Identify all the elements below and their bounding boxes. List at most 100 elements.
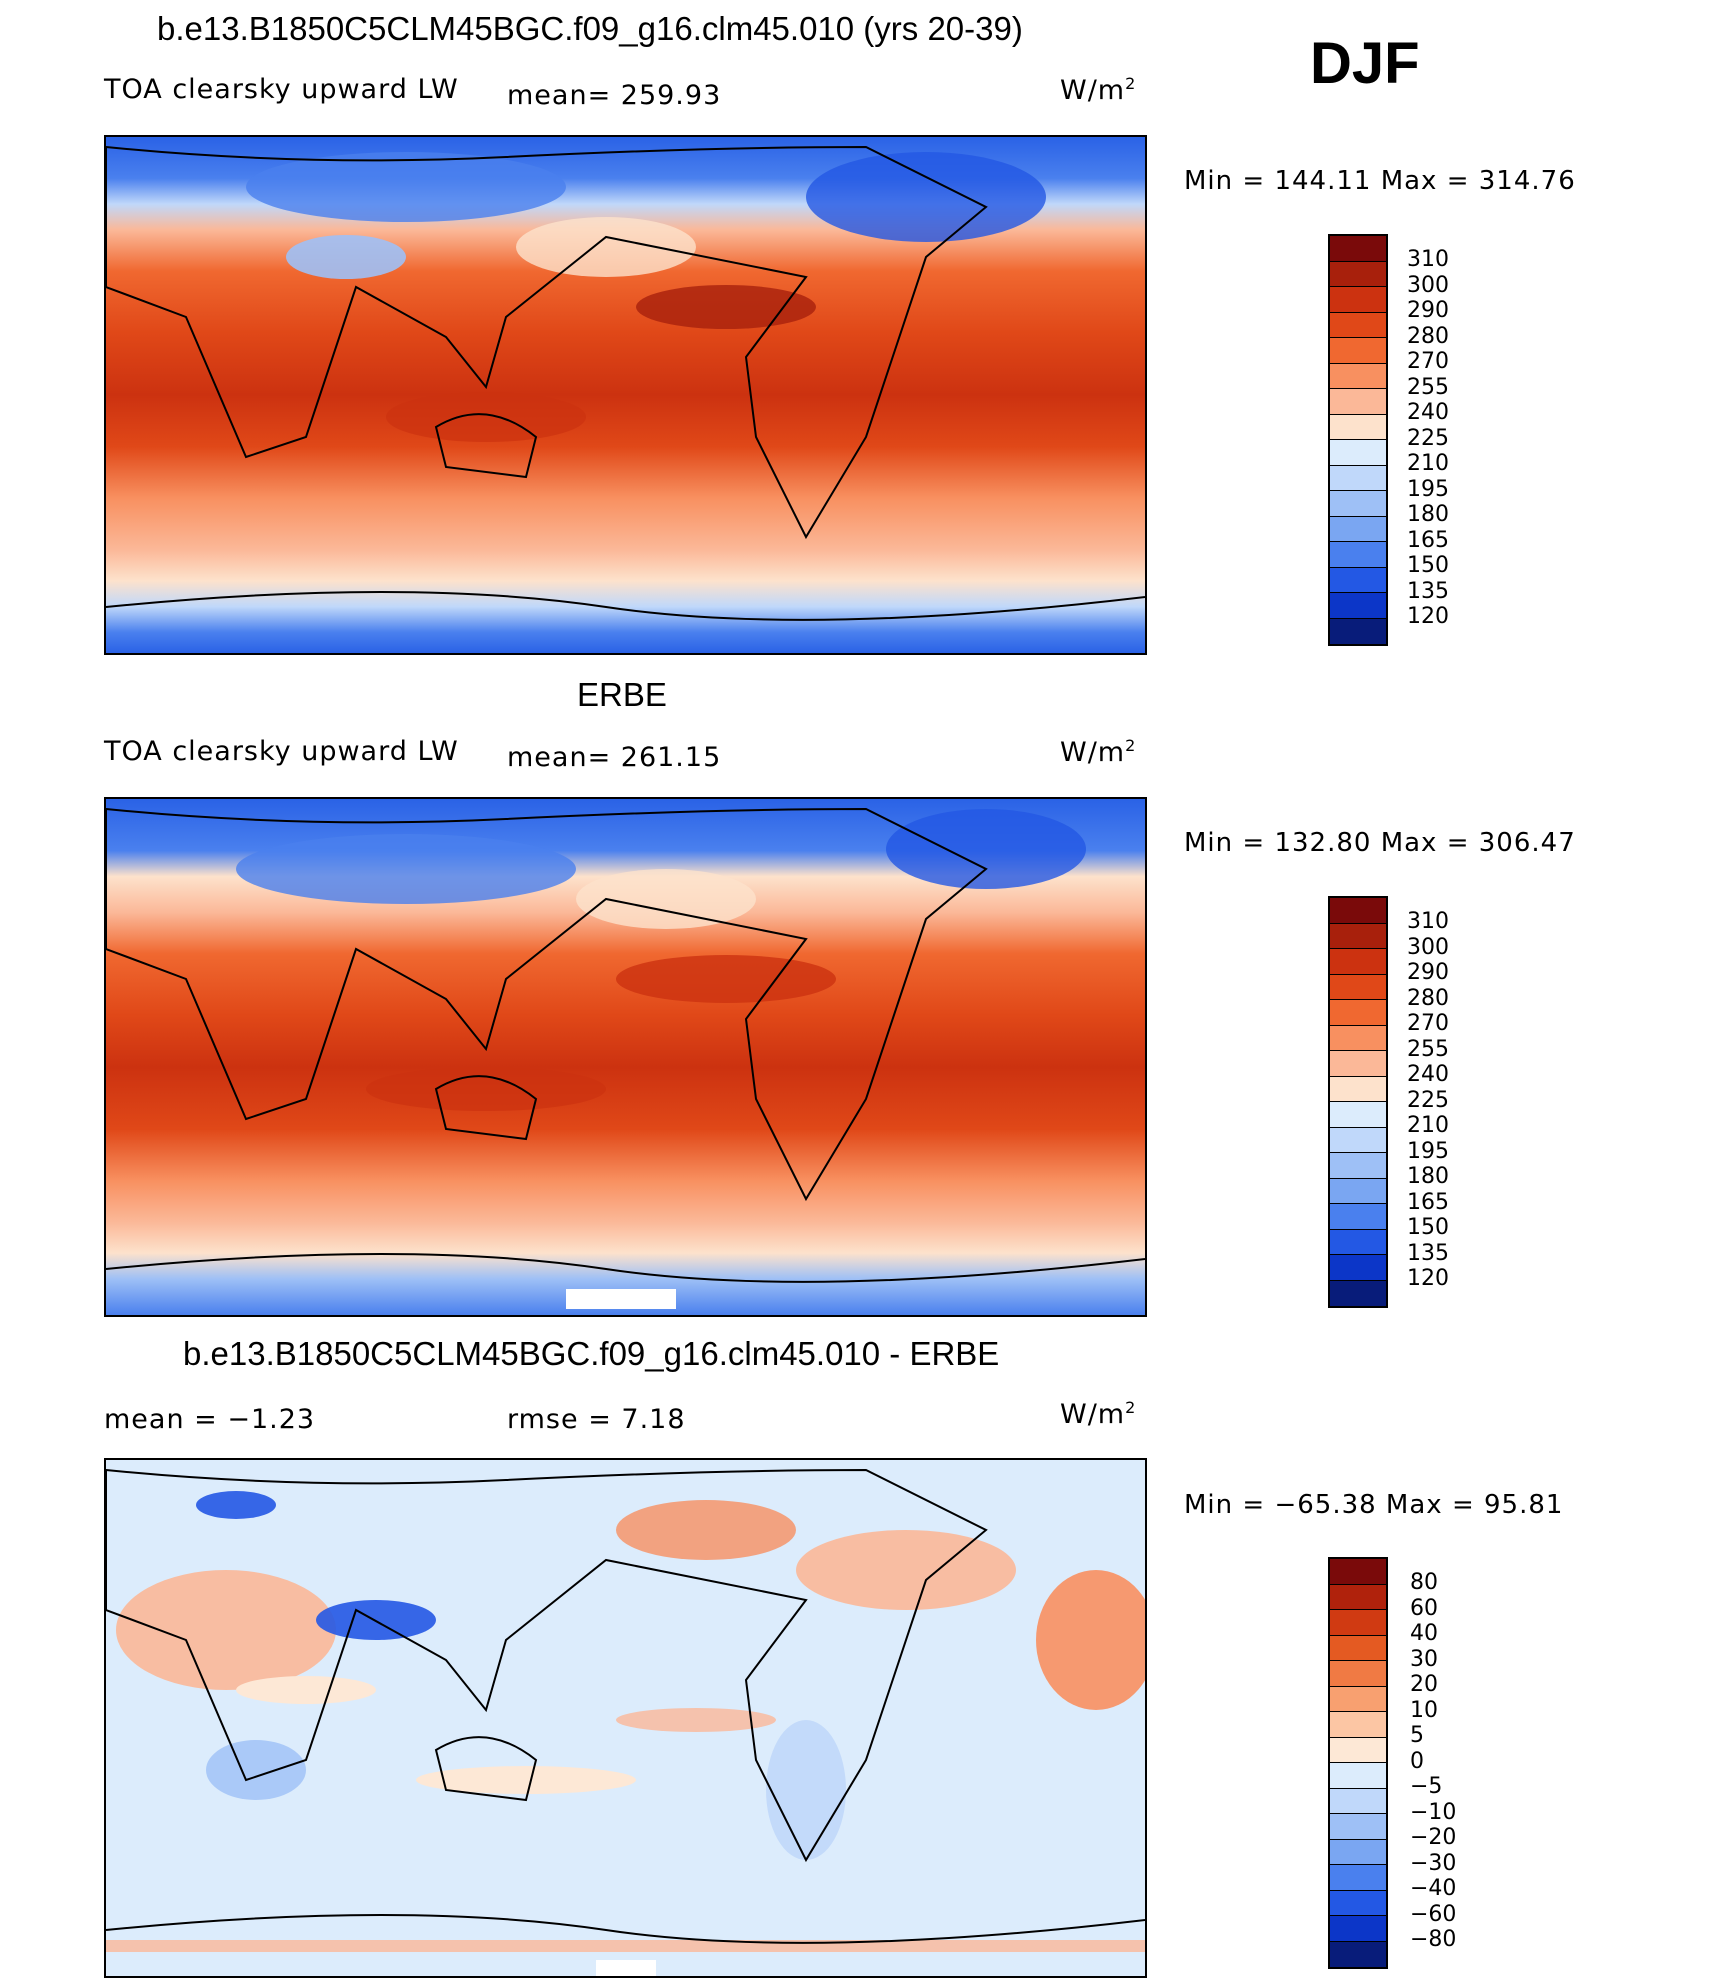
colorbar-swatch [1330,1814,1386,1840]
colorbar-tick-label: 5 [1410,1723,1424,1748]
colorbar-swatch [1330,1102,1386,1128]
colorbar-tick-label: 150 [1407,1215,1449,1240]
colorbar-tick-label: 270 [1407,1011,1449,1036]
panel1-units: W/m2 [1060,74,1137,106]
colorbar-swatch [1330,363,1386,389]
colorbar-tick-label: 40 [1410,1621,1438,1646]
colorbar-tick-label: 310 [1407,909,1449,934]
colorbar-tick-label: 195 [1407,1138,1449,1164]
colorbar-tick-label: 195 [1407,476,1449,502]
coastline [106,145,988,540]
colorbar-tick-label: 180 [1407,1164,1449,1189]
colorbar-tick-label: 210 [1407,1113,1449,1138]
colorbar-tick-label: 10 [1410,1697,1438,1723]
panel3-field [106,1460,1145,1976]
colorbar-tick-label: 270 [1407,349,1449,374]
panel2-mean-label: mean= 261.15 [507,742,722,773]
colorbar-tick-label: 300 [1407,934,1449,960]
colorbar-tick-label: 210 [1407,451,1449,476]
colorbar-swatch [1330,593,1386,619]
colorbar-swatch [1330,465,1386,491]
colorbar-tick-label: −60 [1410,1901,1457,1927]
colorbar-swatch [1330,1635,1386,1661]
colorbar-swatch [1330,1051,1386,1077]
colorbar-tick-label: 240 [1407,400,1449,425]
colorbar-swatch [1330,1839,1386,1865]
colorbar-tick-label: −10 [1410,1799,1457,1825]
colorbar-tick-label: 280 [1407,323,1449,349]
colorbar-tick-label: 255 [1407,1036,1449,1062]
panel3-title: b.e13.B1850C5CLM45BGC.f09_g16.clm45.010 … [183,1335,1000,1372]
colorbar-swatch [1330,1865,1386,1891]
colorbar-swatch [1330,516,1386,542]
colorbar-tick-label: 300 [1407,272,1449,298]
panel1-variable-label: TOA clearsky upward LW [104,74,459,105]
colorbar-swatch [1330,1280,1386,1306]
colorbar-swatch [1330,1916,1386,1942]
panel3-mean-label: mean = −1.23 [104,1404,316,1435]
panel2-title: ERBE [577,676,667,713]
colorbar-tick-label: 255 [1407,374,1449,400]
colorbar-swatch [1330,1610,1386,1636]
colorbar-swatch [1330,974,1386,1000]
season-label: DJF [1310,31,1420,96]
colorbar-tick-label: 240 [1407,1062,1449,1087]
colorbar-tick-label: 120 [1407,1266,1449,1291]
colorbar-swatch [1330,949,1386,975]
panel3-map [104,1458,1147,1978]
colorbar-swatch [1330,923,1386,949]
panel2-colorbar [1328,896,1388,1308]
colorbar-swatch [1330,1204,1386,1230]
colorbar-swatch [1330,1712,1386,1738]
panel1-mean-label: mean= 259.93 [507,80,722,111]
panel1-map [104,135,1147,655]
panel1-title: b.e13.B1850C5CLM45BGC.f09_g16.clm45.010 … [157,10,1023,47]
colorbar-swatch [1330,1661,1386,1687]
panel2-field [106,799,1145,1315]
colorbar-tick-label: 225 [1407,1087,1449,1113]
colorbar-swatch [1330,1941,1386,1967]
colorbar-swatch [1330,1788,1386,1814]
colorbar-tick-label: −80 [1410,1927,1457,1952]
colorbar-swatch [1330,1737,1386,1763]
colorbar-tick-label: −20 [1410,1825,1457,1850]
panel1-min-max: Min = 144.11 Max = 314.76 [1184,166,1576,196]
colorbar-tick-label: 165 [1407,1189,1449,1215]
colorbar-tick-label: 120 [1407,604,1449,629]
panel1-colorbar [1328,234,1388,646]
colorbar-swatch [1330,542,1386,568]
colorbar-swatch [1330,261,1386,287]
colorbar-swatch [1330,338,1386,364]
panel1-field [106,137,1145,653]
colorbar-swatch [1330,567,1386,593]
panel3-rmse-label: rmse = 7.18 [507,1404,686,1435]
colorbar-swatch [1330,1686,1386,1712]
colorbar-swatch [1330,898,1386,924]
colorbar-swatch [1330,440,1386,466]
colorbar-tick-label: 0 [1410,1748,1424,1774]
colorbar-swatch [1330,287,1386,313]
colorbar-swatch [1330,236,1386,262]
colorbar-tick-label: 290 [1407,960,1449,985]
colorbar-swatch [1330,1255,1386,1281]
panel3-colorbar [1328,1557,1388,1969]
colorbar-tick-label: 135 [1407,578,1449,604]
coastline [106,1468,988,1863]
colorbar-tick-label: 310 [1407,247,1449,272]
colorbar-swatch [1330,1559,1386,1585]
colorbar-tick-label: 280 [1407,985,1449,1011]
colorbar-tick-label: 20 [1410,1672,1438,1697]
colorbar-swatch [1330,312,1386,338]
colorbar-swatch [1330,618,1386,644]
colorbar-tick-label: 290 [1407,298,1449,323]
colorbar-tick-label: 135 [1407,1240,1449,1266]
colorbar-tick-label: 60 [1410,1595,1438,1621]
colorbar-swatch [1330,1890,1386,1916]
colorbar-swatch [1330,1763,1386,1789]
panel2-map [104,797,1147,1317]
colorbar-tick-label: −40 [1410,1876,1457,1901]
colorbar-swatch [1330,1000,1386,1026]
colorbar-swatch [1330,1025,1386,1051]
colorbar-swatch [1330,1127,1386,1153]
colorbar-tick-label: 150 [1407,553,1449,578]
